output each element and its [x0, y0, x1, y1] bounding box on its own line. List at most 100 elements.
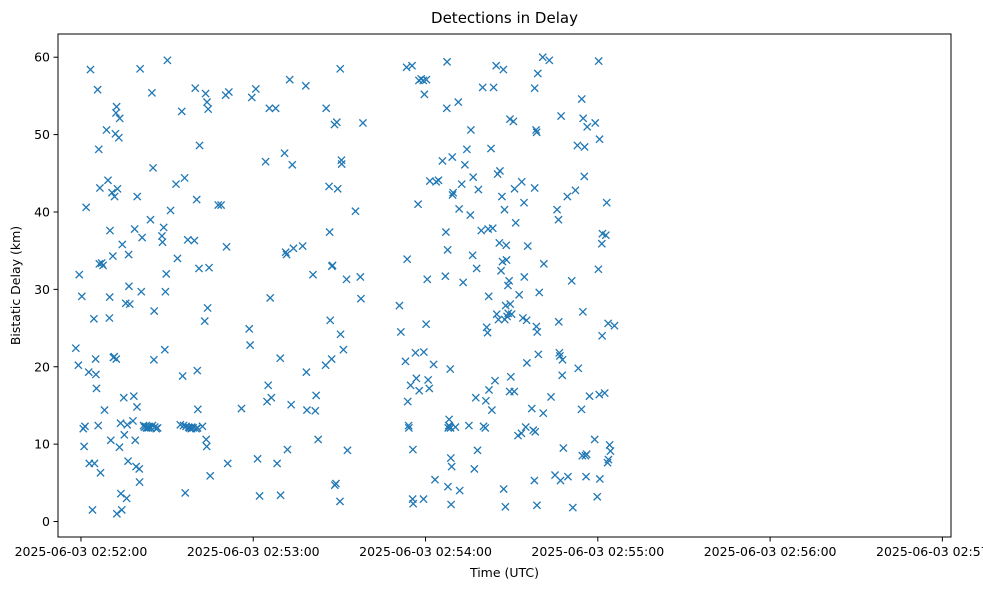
data-point [114, 133, 123, 142]
data-point [173, 254, 182, 263]
data-point [337, 159, 346, 169]
data-point [281, 248, 290, 257]
data-point [266, 293, 275, 302]
data-point [559, 443, 568, 453]
data-point [502, 241, 511, 250]
data-point [204, 263, 214, 272]
data-point [75, 270, 84, 279]
data-point [88, 505, 97, 514]
data-point [77, 292, 86, 301]
data-point [267, 393, 276, 402]
data-point [192, 195, 201, 204]
data-point [193, 405, 202, 414]
data-point [430, 475, 440, 484]
data-point [119, 393, 128, 402]
data-point [563, 472, 573, 481]
data-point [161, 287, 170, 296]
data-point [446, 454, 455, 463]
data-point [276, 354, 285, 363]
data-point [502, 255, 511, 265]
data-point [496, 266, 506, 275]
data-point [314, 435, 323, 444]
data-point [99, 261, 108, 270]
data-markers [71, 53, 619, 518]
data-point [488, 224, 497, 233]
data-point [247, 93, 256, 102]
data-point [481, 423, 490, 432]
data-point [539, 259, 548, 268]
data-point [137, 287, 146, 296]
data-point [503, 281, 513, 290]
data-point [419, 347, 428, 357]
data-point [441, 272, 450, 281]
data-point [158, 238, 167, 247]
data-point [93, 85, 102, 94]
data-point [273, 459, 282, 468]
data-point [261, 157, 270, 166]
data-point [159, 223, 168, 232]
data-point [336, 64, 345, 73]
data-point [555, 348, 564, 357]
data-point [506, 372, 515, 381]
data-point [449, 188, 458, 197]
data-point [459, 278, 468, 287]
data-point [567, 276, 576, 285]
data-point [311, 406, 320, 415]
data-point [530, 84, 539, 93]
data-point [404, 421, 413, 430]
data-point [470, 464, 479, 473]
data-point [478, 83, 487, 92]
data-point [118, 240, 127, 249]
data-point [408, 445, 417, 454]
data-point [515, 290, 524, 299]
data-point [422, 75, 431, 84]
data-point [521, 423, 530, 432]
data-point [94, 145, 103, 154]
data-point [445, 415, 454, 424]
data-point [505, 276, 514, 285]
data-point [492, 310, 501, 319]
data-point [443, 57, 452, 66]
data-point [455, 486, 464, 495]
data-point [531, 427, 540, 436]
data-point [285, 75, 294, 84]
data-point [122, 494, 131, 503]
data-point [113, 184, 122, 193]
data-point [282, 250, 291, 259]
data-point [555, 351, 564, 360]
data-point [264, 381, 273, 390]
data-point [481, 396, 490, 405]
data-point [204, 105, 213, 114]
data-point [577, 405, 586, 414]
data-point [146, 215, 155, 224]
plot-area [57, 33, 952, 538]
data-point [108, 252, 117, 261]
data-point [404, 423, 413, 432]
data-point [466, 211, 475, 220]
data-point [202, 98, 212, 107]
data-point [593, 492, 602, 501]
data-point [302, 368, 311, 377]
data-point [501, 301, 510, 310]
data-point [574, 364, 583, 373]
data-point [124, 282, 133, 291]
data-point [120, 430, 129, 439]
data-point [606, 447, 615, 456]
data-point [178, 371, 187, 381]
data-point [358, 118, 368, 128]
data-point [153, 423, 162, 432]
data-point [594, 57, 603, 66]
data-point [90, 459, 99, 468]
data-point [332, 118, 341, 127]
data-point [517, 429, 526, 438]
data-point [403, 255, 412, 264]
data-point [191, 84, 200, 93]
x-tick-label: 2025-06-03 02:57:00 [876, 544, 983, 559]
data-point [577, 94, 586, 104]
y-axis: 0 10 20 30 40 50 60 [34, 50, 58, 529]
data-point [180, 173, 189, 182]
data-point [499, 65, 508, 74]
data-point [423, 275, 432, 284]
data-point [115, 443, 124, 452]
